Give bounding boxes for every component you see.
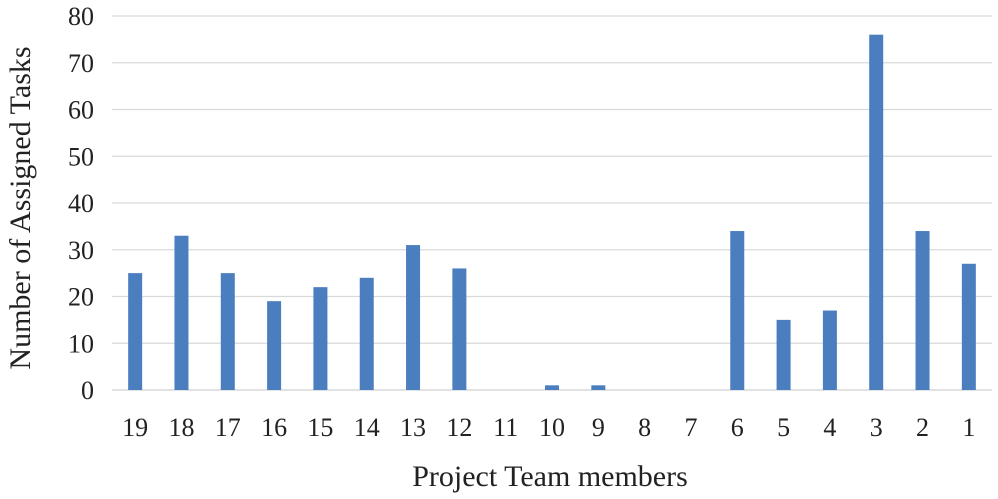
x-tick-label: 9 [592, 413, 605, 442]
bar-member-9 [591, 385, 606, 390]
y-tick-label: 30 [68, 236, 94, 265]
bar-member-1 [961, 263, 976, 390]
x-tick-label: 15 [307, 413, 333, 442]
x-tick-label: 7 [684, 413, 697, 442]
x-tick-label: 2 [916, 413, 929, 442]
y-tick-label: 10 [68, 329, 94, 358]
bar-member-16 [267, 301, 282, 390]
gridlines [112, 15, 992, 391]
x-axis-label: Project Team members [412, 460, 688, 493]
x-tick-label: 10 [539, 413, 565, 442]
x-tick-label: 3 [870, 413, 883, 442]
bar-member-4 [822, 310, 837, 390]
y-axis-label: Number of Assigned Tasks [4, 46, 37, 369]
x-tick-label: 12 [446, 413, 472, 442]
y-tick-label: 20 [68, 283, 94, 312]
x-tick-label: 18 [168, 413, 194, 442]
x-tick-label: 17 [215, 413, 241, 442]
y-tick-label: 70 [68, 49, 94, 78]
bar-member-13 [406, 245, 421, 390]
x-tick-label: 14 [354, 413, 380, 442]
x-tick-label: 6 [731, 413, 744, 442]
x-axis-ticks: 19 18 17 16 15 14 13 12 11 10 9 8 7 6 5 4 3 2 1 [122, 413, 975, 442]
bar-member-17 [220, 273, 235, 390]
bar-member-18 [174, 235, 189, 390]
bar-member-12 [452, 268, 467, 390]
bar-member-6 [730, 231, 745, 390]
bar-member-19 [128, 273, 143, 390]
x-tick-label: 4 [823, 413, 836, 442]
bar-member-10 [545, 385, 559, 390]
bar-member-5 [776, 319, 791, 390]
bar-member-2 [915, 231, 930, 390]
x-tick-label: 19 [122, 413, 148, 442]
bar-series [128, 34, 976, 390]
x-tick-label: 5 [777, 413, 790, 442]
x-tick-label: 1 [962, 413, 975, 442]
y-tick-label: 80 [68, 2, 94, 31]
y-tick-label: 40 [68, 189, 94, 218]
x-tick-label: 13 [400, 413, 426, 442]
y-axis-ticks: 0 10 20 30 40 50 60 70 80 [68, 2, 94, 405]
y-tick-label: 60 [68, 96, 94, 125]
x-tick-label: 8 [638, 413, 651, 442]
x-tick-label: 16 [261, 413, 287, 442]
y-tick-label: 0 [81, 376, 94, 405]
bar-member-15 [313, 287, 328, 390]
x-tick-label: 11 [493, 413, 518, 442]
y-tick-label: 50 [68, 142, 94, 171]
bar-member-3 [869, 34, 884, 390]
bar-member-14 [359, 277, 374, 390]
